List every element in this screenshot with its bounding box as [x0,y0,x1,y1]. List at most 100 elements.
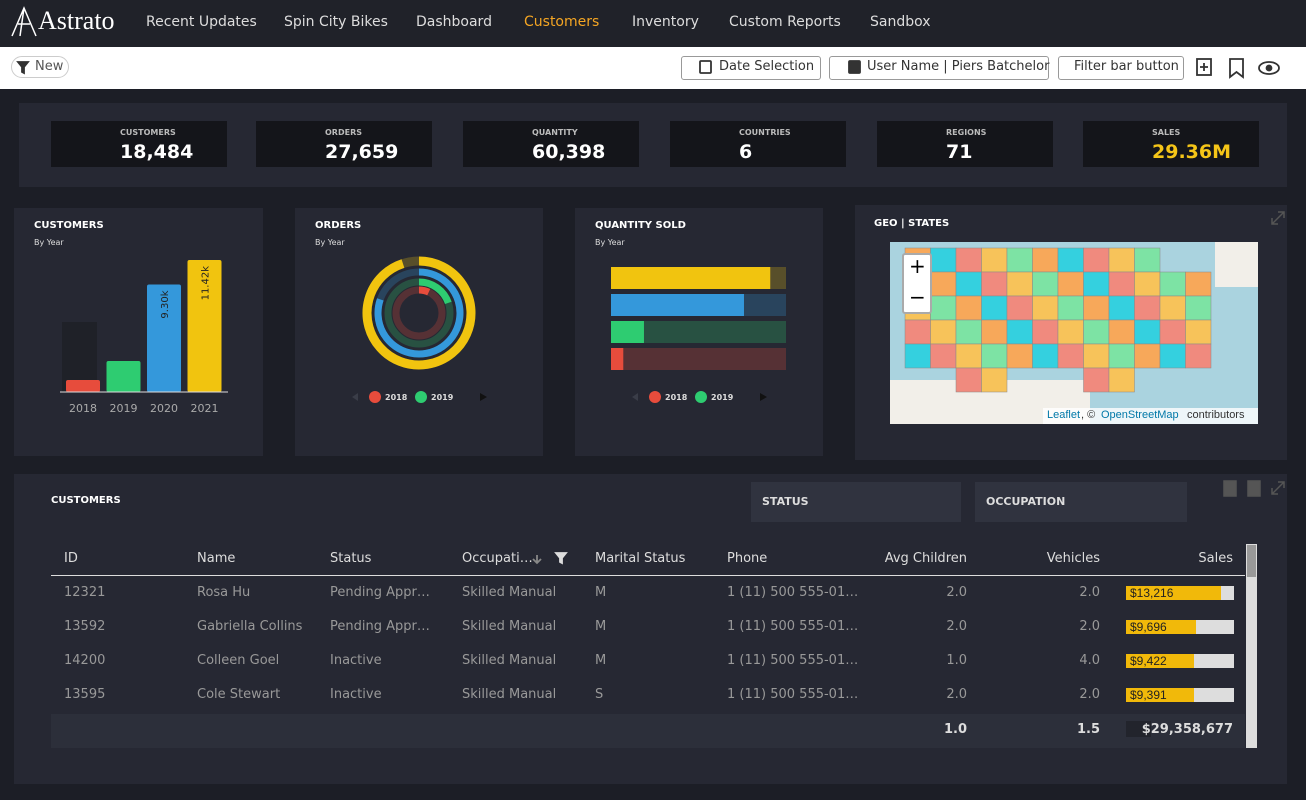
nav-item[interactable]: Customers [524,14,600,30]
legend-dot [649,391,661,403]
table-cell: 14200 [64,653,106,668]
attribution-bg [1043,408,1258,424]
ring-arc [418,286,431,296]
nav-item[interactable]: Sandbox [870,14,931,30]
map-state [1083,271,1110,297]
table-cell: Inactive [330,653,382,668]
column-header[interactable]: Phone [727,551,768,566]
nav-item[interactable]: Spin City Bikes [284,14,388,30]
map-state [904,319,931,345]
table-cell: 4.0 [1079,653,1100,668]
table-cell: 1 (11) 500 555-01… [727,653,859,668]
table-cell: M [595,653,607,668]
column-header[interactable]: Vehicles [1046,551,1100,566]
logo-text: Astrato [38,6,115,35]
table-cell: 2.0 [1079,585,1100,600]
sales-bar [1126,688,1194,702]
bar [611,294,744,316]
map-state [1083,319,1110,345]
sales-label: $9,696 [1130,620,1167,634]
map-state [1083,295,1110,321]
map-state [930,319,957,345]
chart-subtitle: By Year [315,238,345,247]
toolbar-button[interactable] [1058,56,1184,80]
new-label: New [35,59,64,74]
column-header[interactable]: Avg Children [884,551,967,566]
ring-arc [362,256,476,370]
table-cell: 1 (11) 500 555-01… [727,619,859,634]
bar [147,284,181,392]
map-state [1185,343,1212,369]
map-state [955,343,982,369]
table-cell: Inactive [330,687,382,702]
nav-item[interactable]: Custom Reports [729,14,841,30]
totals-row [51,714,1245,748]
map-title: GEO | STATES [874,218,950,229]
kpi-card [51,121,227,167]
nav-item[interactable]: Recent Updates [146,14,257,30]
nav-item[interactable]: Dashboard [416,14,492,30]
column-header[interactable]: Sales [1198,551,1233,566]
logo-icon [11,6,37,37]
filter-dropdown[interactable] [975,482,1187,522]
map-state [1108,319,1135,345]
chart-title: CUSTOMERS [34,220,104,231]
map-state [981,295,1008,321]
bar [106,361,141,392]
toolbar-button[interactable] [681,56,821,80]
map-state [955,319,982,345]
map-state [981,367,1008,393]
new-button[interactable] [11,56,69,78]
table-cell: 13592 [64,619,106,634]
map-state [1057,319,1084,345]
table-cell: S [595,687,604,702]
column-header[interactable]: Name [197,551,236,566]
map-state [1108,295,1135,321]
nav-bar [0,0,1306,47]
scrollbar [1246,544,1257,748]
map-state [1006,295,1033,321]
legend-label: 2019 [431,393,454,402]
attribution[interactable]: Leaflet [1047,409,1081,421]
chart-title: ORDERS [315,220,362,231]
kpi-label: QUANTITY [532,128,578,137]
kpi-card [1083,121,1259,167]
table-cell: 1 (11) 500 555-01… [727,687,859,702]
sales-bar [1126,620,1196,634]
legend-label: 2018 [385,393,408,402]
legend-dot [369,391,381,403]
map-state [1057,295,1084,321]
map-state [1185,271,1212,297]
toolbar-button[interactable] [829,56,1049,80]
map-state [930,295,957,321]
filter-dropdown[interactable] [751,482,961,522]
table-cell: Cole Stewart [197,687,281,702]
kpi-card [463,121,639,167]
kpi-value: 29.36M [1152,141,1232,163]
table-cell: Rosa Hu [197,585,251,600]
map-state [930,271,957,297]
map-state [981,271,1008,297]
chart-subtitle: By Year [595,238,625,247]
filter-label: OCCUPATION [986,495,1066,508]
sales-label: $9,422 [1130,654,1167,668]
value-label: 9.30k [160,290,171,318]
column-header[interactable]: Occupati… [462,551,533,566]
map-state [955,295,982,321]
zoom-in[interactable]: + [909,254,926,278]
kpi-card [877,121,1053,167]
attribution[interactable]: OpenStreetMap [1101,409,1179,421]
column-header[interactable]: Marital Status [595,551,686,566]
total-cell: 1.0 [943,722,967,737]
nav-item[interactable]: Inventory [632,14,699,30]
table-cell: Colleen Goel [197,653,280,668]
map-state [1032,319,1059,345]
column-header[interactable]: ID [64,551,78,566]
ring-arc [374,268,464,358]
x-tick-label: 2019 [110,402,138,415]
map-state [1083,367,1110,393]
column-header[interactable]: Status [330,551,372,566]
zoom-out[interactable]: − [909,285,926,309]
kpi-panel [19,103,1287,187]
map-state [1083,247,1110,273]
